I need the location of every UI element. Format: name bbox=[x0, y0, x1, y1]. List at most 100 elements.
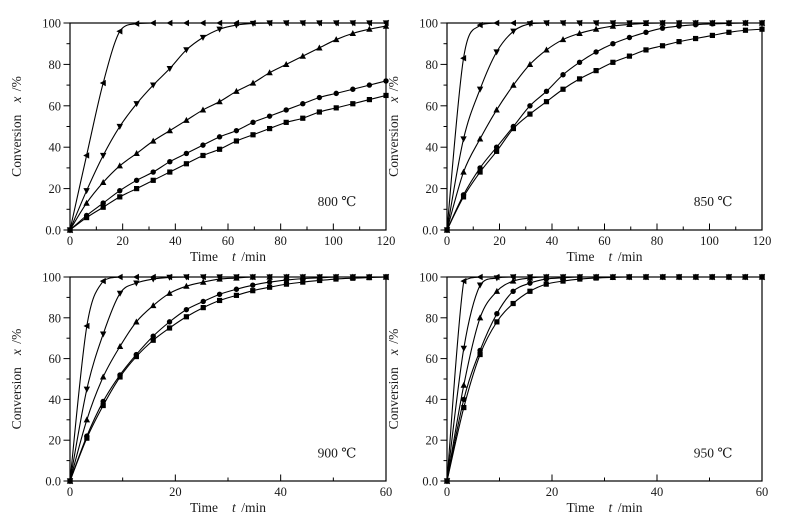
panel-800℃: 0 20 40 60 80 100 120 0.0 20 40 60 80 100 800 ℃ Time t … bbox=[9, 17, 395, 265]
marker-circle bbox=[283, 277, 290, 283]
marker-circle bbox=[709, 21, 716, 27]
marker-square bbox=[659, 43, 666, 49]
marker-triangle-down bbox=[200, 274, 207, 281]
marker-triangle-up bbox=[576, 29, 583, 36]
marker-triangle-up bbox=[200, 278, 207, 285]
marker-circle bbox=[543, 276, 549, 282]
marker-triangle-down bbox=[150, 82, 157, 89]
marker-square bbox=[317, 277, 323, 284]
x-tick-label: 0 bbox=[67, 485, 73, 499]
temperature-label: 800 ℃ bbox=[318, 194, 357, 209]
marker-circle bbox=[659, 25, 666, 31]
marker-square bbox=[610, 274, 616, 281]
x-tick-label: 60 bbox=[222, 234, 235, 248]
marker-triangle-up bbox=[116, 162, 123, 169]
marker-triangle-down bbox=[116, 290, 124, 297]
marker-triangle-left bbox=[476, 273, 483, 281]
marker-triangle-down bbox=[99, 331, 107, 338]
marker-square bbox=[726, 29, 732, 35]
marker-circle bbox=[166, 319, 173, 325]
series-square bbox=[67, 92, 389, 233]
y-tick-label: 60 bbox=[49, 99, 62, 113]
marker-triangle-up bbox=[199, 106, 207, 113]
marker-triangle-up bbox=[543, 46, 550, 53]
marker-square bbox=[742, 27, 749, 33]
y-tick-label: 40 bbox=[426, 393, 439, 407]
marker-triangle-down bbox=[83, 386, 91, 393]
marker-triangle-down bbox=[282, 20, 290, 27]
marker-square bbox=[510, 125, 517, 132]
y-tick-label: 0.0 bbox=[422, 224, 438, 238]
marker-square bbox=[527, 288, 533, 294]
marker-circle bbox=[576, 59, 583, 66]
marker-triangle-down bbox=[592, 20, 600, 27]
marker-circle bbox=[643, 29, 649, 36]
x-tick-label: 100 bbox=[324, 234, 343, 248]
marker-triangle-up bbox=[366, 25, 373, 32]
y-tick-label: 40 bbox=[426, 141, 439, 155]
marker-square bbox=[134, 186, 140, 192]
marker-square bbox=[283, 281, 290, 287]
x-tick-label: 120 bbox=[377, 234, 396, 248]
marker-triangle-left bbox=[116, 28, 123, 35]
marker-triangle-up bbox=[642, 20, 650, 27]
marker-triangle-up bbox=[493, 106, 500, 113]
marker-square bbox=[150, 177, 156, 183]
marker-triangle-up bbox=[150, 302, 157, 309]
marker-triangle-up bbox=[233, 274, 240, 281]
marker-circle bbox=[560, 72, 566, 78]
x-axis-title: Time t /min bbox=[567, 249, 643, 264]
marker-triangle-up bbox=[266, 69, 273, 76]
marker-square bbox=[366, 96, 373, 103]
marker-square bbox=[460, 194, 467, 200]
marker-circle bbox=[167, 158, 173, 165]
y-axis-title: Conversionx /% bbox=[9, 329, 24, 430]
marker-triangle-left bbox=[99, 277, 106, 285]
marker-triangle-down bbox=[576, 20, 583, 27]
marker-circle bbox=[266, 113, 273, 119]
marker-triangle-up bbox=[266, 273, 273, 280]
marker-triangle-left bbox=[460, 277, 467, 285]
marker-square bbox=[494, 319, 500, 325]
y-axis-title: Conversionx /% bbox=[386, 76, 401, 177]
marker-circle bbox=[692, 21, 699, 28]
x-tick-label: 100 bbox=[700, 234, 719, 248]
series-circle bbox=[67, 78, 389, 233]
marker-square bbox=[742, 274, 748, 280]
marker-circle bbox=[233, 127, 240, 134]
y-tick-label: 40 bbox=[49, 393, 62, 407]
x-tick-label: 60 bbox=[380, 485, 393, 499]
marker-triangle-down bbox=[233, 22, 240, 29]
marker-square bbox=[461, 404, 467, 411]
y-tick-label: 100 bbox=[419, 17, 438, 31]
series-square-line bbox=[69, 94, 387, 231]
series-square bbox=[444, 274, 765, 484]
marker-square bbox=[593, 68, 599, 74]
y-tick-label: 100 bbox=[419, 271, 438, 285]
marker-square bbox=[216, 297, 223, 304]
marker-circle bbox=[494, 311, 500, 317]
x-tick-label: 20 bbox=[546, 485, 559, 499]
marker-triangle-left bbox=[132, 273, 139, 281]
marker-square bbox=[643, 274, 649, 280]
marker-triangle-down bbox=[333, 20, 340, 27]
marker-triangle-down bbox=[349, 20, 357, 27]
marker-square bbox=[333, 276, 339, 282]
x-tick-label: 20 bbox=[116, 234, 129, 248]
marker-circle bbox=[316, 94, 323, 101]
marker-square bbox=[133, 353, 139, 360]
marker-square bbox=[150, 337, 156, 343]
marker-square bbox=[200, 152, 206, 159]
marker-circle bbox=[493, 144, 500, 150]
marker-triangle-up bbox=[382, 22, 390, 29]
marker-circle bbox=[133, 177, 140, 184]
x-tick-label: 20 bbox=[493, 234, 506, 248]
marker-square bbox=[610, 59, 616, 65]
marker-square bbox=[676, 274, 682, 280]
y-tick-label: 40 bbox=[49, 141, 62, 155]
marker-triangle-up bbox=[116, 342, 124, 349]
x-tick-label: 40 bbox=[651, 485, 664, 499]
marker-square bbox=[350, 275, 356, 281]
x-tick-label: 120 bbox=[753, 234, 772, 248]
marker-triangle-up bbox=[493, 287, 501, 294]
